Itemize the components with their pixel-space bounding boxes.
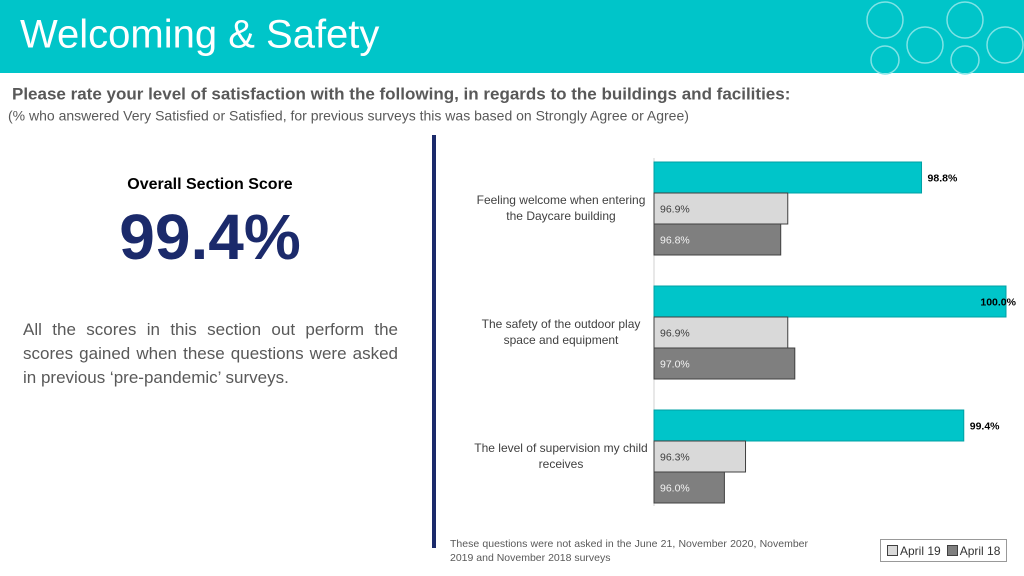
bar: [653, 471, 725, 504]
divider: [432, 135, 436, 548]
footnote: These questions were not asked in the Ju…: [450, 538, 808, 564]
category-label: The safety of the outdoor play space and…: [481, 316, 641, 347]
legend-label: April 19: [900, 543, 941, 558]
score-label: Overall Section Score: [127, 176, 293, 193]
legend-item: April 18: [946, 543, 1001, 558]
score: 99.4%: [119, 201, 300, 273]
slide-title: Welcoming & Safety: [20, 13, 379, 57]
value-label: 96.8%: [660, 234, 690, 246]
value-label: 96.9%: [660, 203, 690, 215]
question: Please rate your level of satisfaction w…: [12, 84, 790, 103]
bar: [653, 347, 796, 380]
value-label: 97.0%: [660, 358, 690, 370]
legend-swatch: [887, 545, 898, 556]
header-bar: [0, 0, 1024, 73]
legend-swatch: [946, 545, 958, 556]
bar: [653, 223, 782, 256]
bar: [653, 285, 1007, 318]
comment: All the scores in this section out perfo…: [23, 320, 398, 387]
legend-label: April 18: [959, 543, 1001, 558]
bar: [653, 409, 965, 442]
legend-item: April 19: [887, 544, 941, 558]
value-label: 98.8%: [928, 172, 958, 184]
category-label: Feeling welcome when entering the Daycar…: [476, 192, 646, 223]
value-label: 96.0%: [660, 482, 690, 494]
header-pattern: [866, 1, 1024, 75]
question-note: (% who answered Very Satisfied or Satisf…: [8, 108, 689, 124]
value-label: 96.9%: [660, 327, 690, 339]
bar: [653, 192, 789, 225]
legend: April 19 April 18: [880, 539, 1008, 562]
value-label: 100.0%: [980, 296, 1016, 308]
value-label: 96.3%: [660, 451, 690, 463]
value-label: 99.4%: [970, 420, 1000, 432]
bar: [653, 161, 923, 194]
category-label: The level of supervision my child receiv…: [474, 440, 648, 471]
